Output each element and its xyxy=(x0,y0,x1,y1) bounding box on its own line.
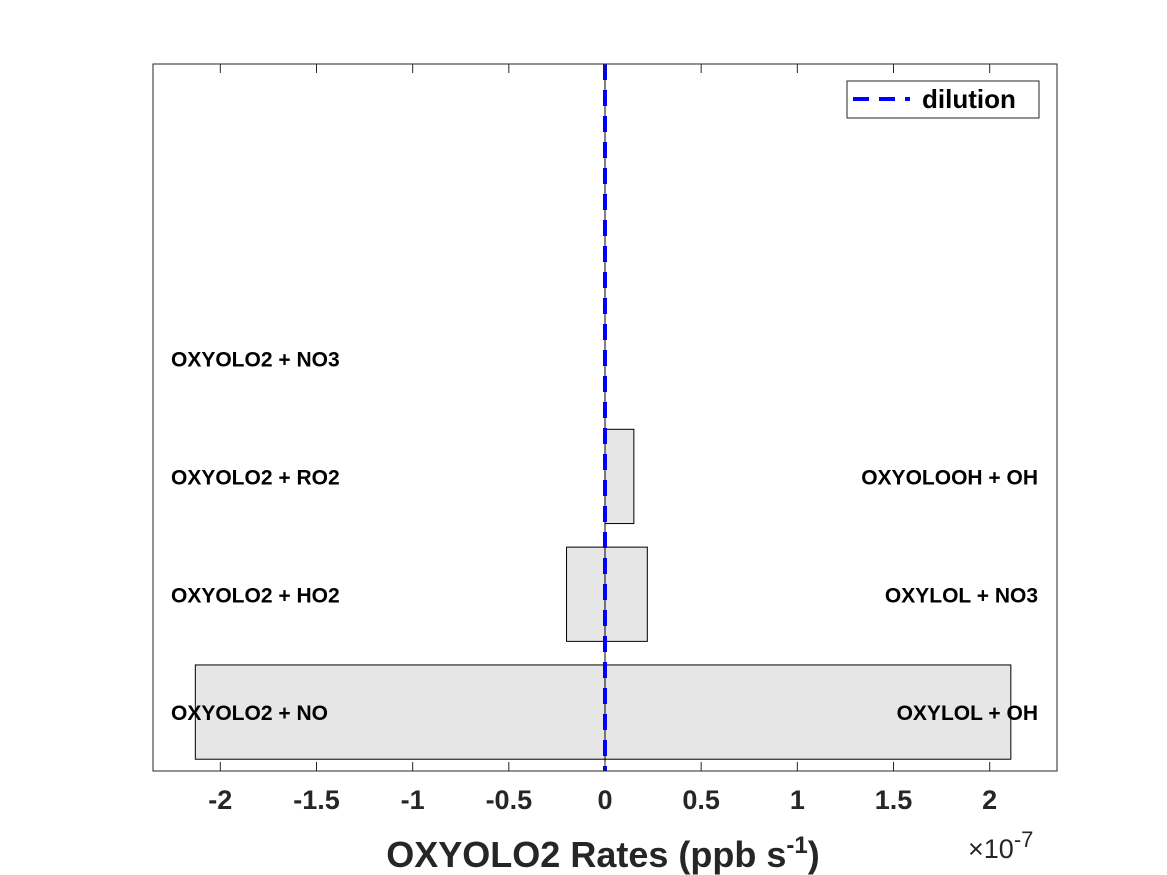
x-axis-title: OXYOLO2 Rates (ppb s-1) xyxy=(386,832,819,875)
x-tick-label: 0 xyxy=(597,785,612,815)
x-tick-label: -1.5 xyxy=(293,785,340,815)
x-tick-label: 2 xyxy=(982,785,997,815)
x-tick-label: 0.5 xyxy=(682,785,720,815)
bar-label-left-4: OXYOLO2 + NO3 xyxy=(171,349,340,372)
x-tick-label: 1.5 xyxy=(875,785,913,815)
x-tick-label: 1 xyxy=(790,785,805,815)
bar-label-right-3: OXYOLOOH + OH xyxy=(861,466,1038,489)
bar-positive-2 xyxy=(604,546,648,642)
bar-negative-1 xyxy=(194,664,606,760)
legend-entry-dilution: dilution xyxy=(922,84,1016,114)
x-axis-exponent: ×10-7 xyxy=(968,827,1033,864)
bar-label-right-1: OXYLOL + OH xyxy=(897,702,1038,725)
bar-labels-layer: OXYOLO2 + NO OXYLOL + OH OXYOLO2 + HO2 OXYL… xyxy=(171,349,1038,725)
bar-label-left-1: OXYOLO2 + NO xyxy=(171,702,328,725)
x-tick-label: -1 xyxy=(401,785,425,815)
bar-positive-1 xyxy=(604,664,1012,760)
bar-label-left-3: OXYOLO2 + RO2 xyxy=(171,466,340,489)
x-ticks: -2 -1.5 -1 -0.5 0 0.5 1 1.5 2 xyxy=(208,64,997,815)
bar-label-left-2: OXYOLO2 + HO2 xyxy=(171,584,340,607)
x-tick-label: -0.5 xyxy=(486,785,533,815)
bar-label-right-2: OXYLOL + NO3 xyxy=(885,584,1038,607)
legend: dilution xyxy=(846,80,1040,119)
x-tick-label: -2 xyxy=(208,785,232,815)
bar-negative-2 xyxy=(566,546,606,642)
bar-positive-3 xyxy=(604,428,635,525)
bars-layer xyxy=(194,428,1012,760)
